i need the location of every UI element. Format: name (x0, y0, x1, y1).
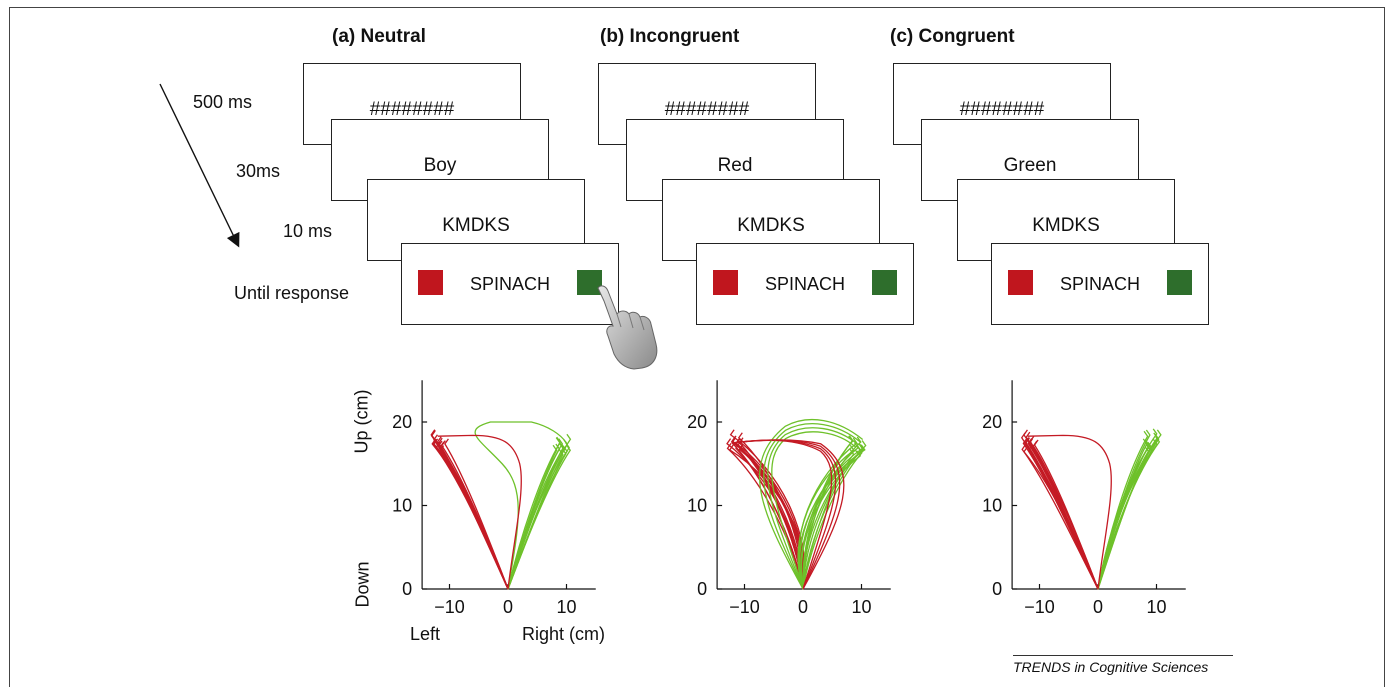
green-response-box (577, 270, 602, 295)
x-axis-label-left: Left (410, 624, 441, 644)
time-arrow (159, 83, 240, 248)
congruent-mask-text: ######## (959, 99, 1045, 120)
congruent-response-card: SPINACH (991, 243, 1209, 325)
panel-title-neutral: (a) Neutral (332, 26, 426, 47)
y-axis-label-up: Up (cm) (351, 389, 372, 454)
green-response-box (1167, 270, 1192, 295)
x-axis-label-right: Right (cm) (522, 624, 606, 644)
congruent-prime-text: Green (1003, 155, 1057, 176)
red-response-box (418, 270, 443, 295)
figure-frame (9, 7, 1385, 687)
incongruent-response-text: SPINACH (764, 274, 845, 294)
incongruent-response-card: SPINACH (696, 243, 914, 325)
panel-title-incongruent: (b) Incongruent (600, 26, 740, 47)
journal-credit: TRENDS in Cognitive Sciences (1013, 655, 1233, 675)
y-axis-label-down: Down (352, 561, 373, 608)
neutral-prime-text: Boy (423, 155, 457, 176)
pointing-hand-icon (597, 285, 658, 370)
green-response-box (872, 270, 897, 295)
congruent-response-text: SPINACH (1059, 274, 1140, 294)
neutral-mask-text: ######## (369, 99, 455, 120)
time-label-until-response: Until response (234, 283, 350, 303)
time-label-500ms: 500 ms (193, 92, 253, 112)
incongruent-mask-text: ######## (664, 99, 750, 120)
time-label-30ms: 30ms (236, 161, 281, 181)
panel-title-congruent: (c) Congruent (890, 26, 1015, 47)
time-label-10ms: 10 ms (283, 221, 333, 241)
red-response-box (1008, 270, 1033, 295)
neutral-response-card: SPINACH (401, 243, 619, 325)
incongruent-backward-mask-text: KMDKS (737, 215, 805, 236)
neutral-response-text: SPINACH (469, 274, 550, 294)
neutral-backward-mask-text: KMDKS (442, 215, 510, 236)
congruent-backward-mask-text: KMDKS (1032, 215, 1100, 236)
red-response-box (713, 270, 738, 295)
incongruent-prime-text: Red (717, 155, 753, 176)
